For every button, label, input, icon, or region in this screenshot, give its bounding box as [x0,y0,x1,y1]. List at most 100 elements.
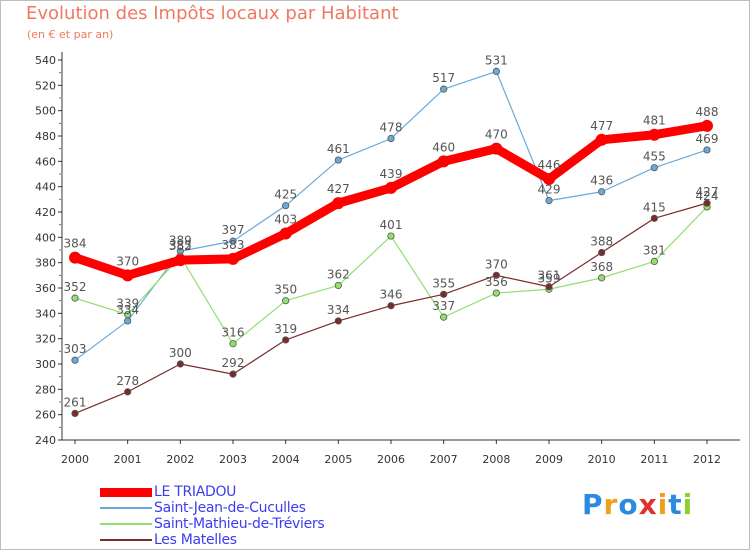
data-label: 389 [169,233,192,247]
brand-letter: x [638,488,658,521]
x-tick-label: 2008 [482,453,510,466]
data-point [703,199,711,207]
data-label: 427 [696,185,719,199]
data-point [229,370,237,378]
legend-swatch [100,523,152,525]
brand-letter: P [582,488,604,521]
data-point [650,164,658,172]
brand-letter: t [668,488,683,521]
series-line-1 [74,70,708,361]
data-label: 362 [327,267,350,281]
data-label: 425 [274,188,297,202]
data-point [385,181,397,194]
legend-item: Les Matelles [100,532,237,548]
data-label: 388 [590,235,613,249]
data-label: 370 [485,257,508,271]
legend-item: LE TRIADOU [100,484,236,500]
data-point [71,294,79,302]
data-point [387,232,395,240]
data-point [174,254,187,267]
data-point [703,146,711,154]
x-tick-label: 2011 [640,453,668,466]
x-tick-label: 2000 [61,453,89,466]
data-point [387,134,395,143]
y-tick-label: 260 [35,409,56,422]
data-point [71,356,79,364]
data-point [124,310,132,319]
data-point [437,155,450,168]
data-label: 334 [327,303,350,317]
data-point [648,128,661,141]
data-label: 517 [432,71,455,85]
data-label: 461 [327,142,350,156]
data-label: 429 [538,183,561,197]
x-tick-label: 2006 [377,453,405,466]
data-point [387,302,395,310]
data-label: 334 [116,303,139,317]
data-label: 446 [538,158,561,172]
x-tick-label: 2009 [535,453,563,466]
data-label: 261 [64,395,87,409]
data-point [124,388,132,396]
data-label: 424 [696,189,719,203]
x-tick-label: 2007 [430,453,458,466]
data-label: 352 [64,280,87,294]
y-tick-label: 440 [35,181,56,194]
x-tick-label: 2004 [272,453,300,466]
y-tick-label: 380 [35,257,56,270]
data-label: 337 [432,299,455,313]
data-label: 415 [643,200,666,214]
data-label: 436 [590,174,613,188]
data-point [334,281,342,290]
data-label: 278 [116,374,139,388]
data-point [279,227,292,240]
data-label: 316 [222,326,245,340]
data-label: 488 [696,105,719,119]
data-label: 470 [485,128,508,142]
data-point [334,156,342,164]
data-label: 361 [538,269,561,283]
y-tick-label: 340 [35,307,56,320]
y-tick-label: 360 [35,282,56,295]
data-point [440,313,448,321]
data-point [650,214,658,222]
data-label: 481 [643,114,666,128]
data-point [598,188,606,196]
brand-letter: r [603,488,619,521]
brand-logo: Proxiti [582,488,693,521]
legend-item: Saint-Mathieu-de-Tréviers [100,516,325,532]
data-label: 370 [116,254,139,268]
data-point [282,297,290,305]
data-point [598,248,606,257]
brand-letter: o [618,488,639,521]
data-point [69,251,81,264]
y-tick-label: 500 [35,105,56,118]
data-label: 427 [327,182,350,196]
chart-subtitle: (en € et par an) [27,28,114,41]
y-tick-label: 300 [35,358,56,371]
x-tick-label: 2012 [693,453,721,466]
data-point [545,283,553,291]
data-point [71,409,79,417]
x-tick-label: 2001 [114,453,142,466]
data-label: 460 [432,140,455,154]
brand-letter: i [657,488,669,521]
data-point [490,142,503,155]
legend-label: Saint-Mathieu-de-Tréviers [154,516,325,532]
data-point [229,340,237,348]
data-point [492,289,500,297]
data-label: 455 [643,150,666,164]
data-point [229,237,237,245]
brand-letter: i [682,488,694,521]
y-tick-label: 460 [35,155,56,168]
y-tick-label: 540 [35,54,56,67]
data-point [440,290,448,298]
data-label: 319 [274,322,297,336]
legend-swatch [100,507,152,509]
y-tick-label: 420 [35,206,56,219]
data-label: 339 [116,297,139,311]
data-point [492,271,500,279]
data-label: 469 [696,132,719,146]
chart-title: Evolution des Impôts locaux par Habitant [26,3,399,24]
